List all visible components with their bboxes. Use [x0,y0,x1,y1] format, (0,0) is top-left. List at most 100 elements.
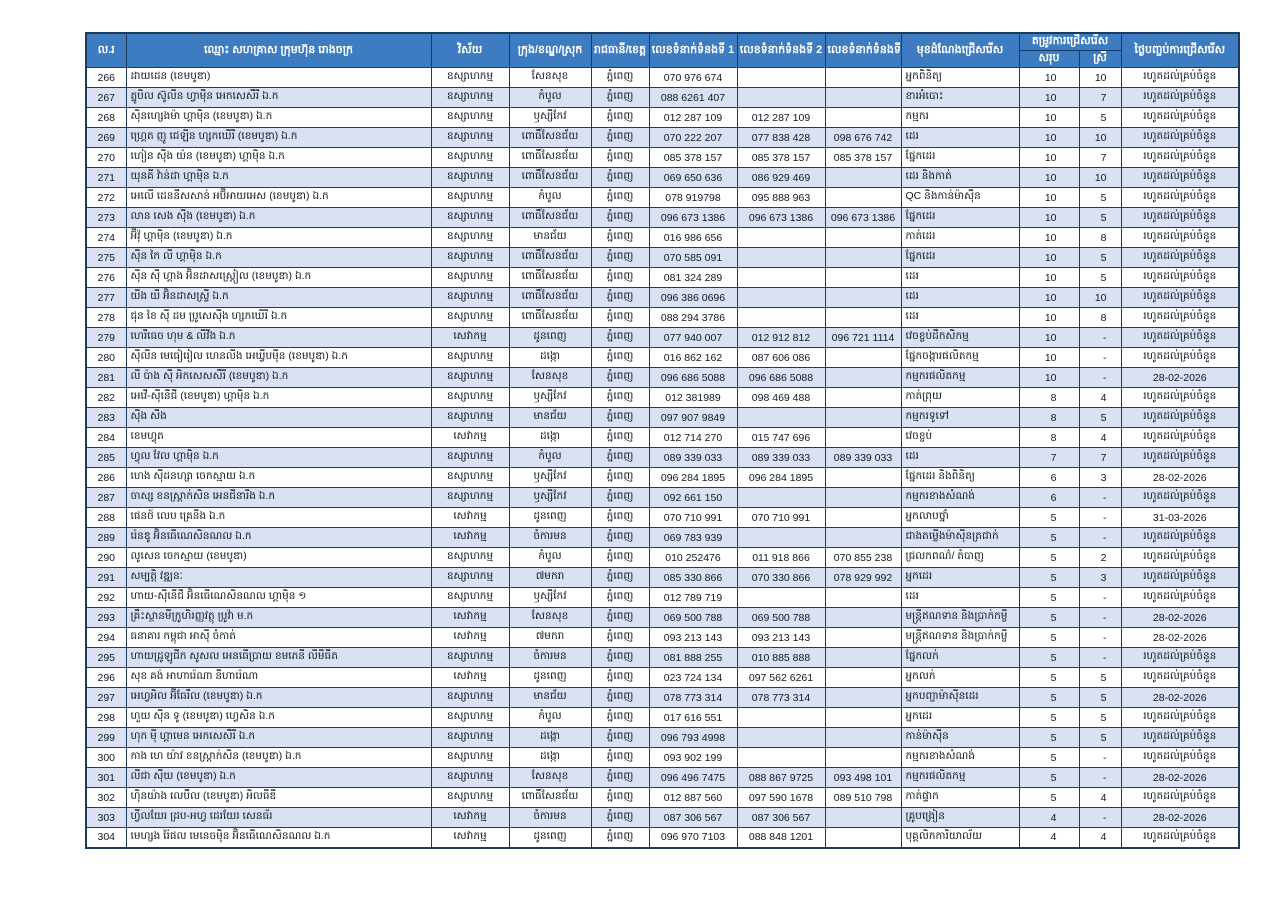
header-phone3: លេខទំនាក់ទំនងទី 3 [824,32,902,68]
cell-phone3 [824,607,902,628]
header-position: មុខដំណែងជ្រើសរើស [900,32,1020,68]
cell-end_date: រហូតដល់គ្រប់ចំនួន [1120,87,1240,108]
cell-district: សែនសុខ [508,367,592,388]
cell-position: ជាងតម្លើងម៉ាស៊ីនត្រជាក់ [900,527,1020,548]
cell-female: - [1078,327,1122,348]
cell-total: 10 [1018,247,1080,268]
cell-phone1: 093 213 143 [648,627,738,648]
cell-phone1: 096 496 7475 [648,767,738,788]
cell-position: ដេរ [900,447,1020,468]
table-row: 269 ហ្គ្រេត ញូ ជេឡីន ហ្សកឃើរី (ខេមបូឌា) ឯ… [85,127,1240,148]
cell-position: ផ្នែកដេរ និងពិនិត្យ [900,467,1020,488]
cell-phone1: 012 381989 [648,387,738,408]
cell-no: 274 [85,227,127,248]
cell-phone3 [824,287,902,308]
cell-phone3 [824,807,902,828]
cell-district: ដង្កោ [508,747,592,768]
cell-end_date: រហូតដល់គ្រប់ចំនួន [1120,387,1240,408]
cell-province: ភ្នំពេញ [590,387,650,408]
cell-female: 7 [1078,87,1122,108]
cell-total: 10 [1018,127,1080,148]
cell-female: 2 [1078,547,1122,568]
table-row: 283 ស៊ីង សីង ឧស្សាហកម្ម មានជ័យ ភ្នំពេញ 097 90… [85,407,1240,428]
cell-total: 4 [1018,807,1080,828]
cell-no: 285 [85,447,127,468]
table-row: 292 ហាយ-ស៊ីនើជី អ៊ិនធើណេសិនណល ហ្គាម៉ិន ១ឧ… [85,587,1240,608]
cell-province: ភ្នំពេញ [590,487,650,508]
cell-position: ផ្នែកដេរ [900,247,1020,268]
cell-phone3: 089 339 033 [824,447,902,468]
cell-position: បុគ្គលិកការិយាល័យ [900,827,1020,848]
cell-province: ភ្នំពេញ [590,187,650,208]
cell-province: ភ្នំពេញ [590,467,650,488]
cell-name: ហ្គ្រេត ញូ ជេឡីន ហ្សកឃើរី (ខេមបូឌា) ឯ.ក [125,127,432,148]
cell-sector: សេវាកម្ម [430,667,510,688]
cell-province: ភ្នំពេញ [590,807,650,828]
cell-sector: ឧស្សាហកម្ម [430,707,510,728]
cell-phone2 [736,227,826,248]
cell-sector: ឧស្សាហកម្ម [430,267,510,288]
cell-no: 280 [85,347,127,368]
table-row: 297 អេហ្វអិល អ៊ីធែរឹល (ខេមបូឌា) ឯ.ក ឧស្សាហ… [85,687,1240,708]
cell-position: អ្នកដេរ [900,567,1020,588]
cell-total: 5 [1018,767,1080,788]
header-need-group: តម្រូវការជ្រើសរើស [1018,32,1122,51]
cell-district: ពោធិ៍សែនជ័យ [508,127,592,148]
table-row: 285 ហ្វុល វែល ហ្គាម៉ិន ឯ.ក ឧស្សាហកម្ម កំបូល… [85,447,1240,468]
cell-sector: ឧស្សាហកម្ម [430,767,510,788]
cell-province: ភ្នំពេញ [590,447,650,468]
cell-total: 10 [1018,87,1080,108]
cell-female: - [1078,527,1122,548]
cell-phone2: 011 918 866 [736,547,826,568]
cell-sector: ឧស្សាហកម្ម [430,87,510,108]
cell-no: 278 [85,307,127,328]
cell-total: 5 [1018,627,1080,648]
cell-sector: ឧស្សាហកម្ម [430,107,510,128]
cell-province: ភ្នំពេញ [590,687,650,708]
cell-phone1: 016 986 656 [648,227,738,248]
cell-name: ហេង ស៊ីដនហ្សា ចេកស្មាយ ឯ.ក [125,467,432,488]
cell-total: 10 [1018,367,1080,388]
cell-end_date: រហូតដល់គ្រប់ចំនួន [1120,207,1240,228]
cell-sector: ឧស្សាហកម្ម [430,727,510,748]
cell-phone1: 081 888 255 [648,647,738,668]
cell-district: កំបូល [508,447,592,468]
cell-name: អ៊ីវ៉ុ ហ្គាម៉ិន (ខេមបូឌា) ឯ.ក [125,227,432,248]
cell-position: មន្ត្រីឥណទាន និងប្រាក់កម្ចី [900,607,1020,628]
cell-no: 293 [85,607,127,628]
cell-sector: សេវាកម្ម [430,507,510,528]
cell-province: ភ្នំពេញ [590,167,650,188]
cell-phone1: 093 902 199 [648,747,738,768]
cell-total: 10 [1018,287,1080,308]
cell-district: ចំការមន [508,527,592,548]
cell-phone1: 096 686 5088 [648,367,738,388]
table-row: 298 ហួយ ស៊ីន ទូ (ខេមបូឌា) ហ្វេសិន ឯ.ក ឧស្ស… [85,707,1240,728]
cell-total: 5 [1018,647,1080,668]
cell-phone3: 085 378 157 [824,147,902,168]
table-row: 304 មេហ្សង រ៉ៃផល មេនេចមុិន អ៊ិនធើណេសិនណល … [85,827,1240,848]
cell-no: 292 [85,587,127,608]
cell-total: 10 [1018,327,1080,348]
cell-no: 269 [85,127,127,148]
cell-female: - [1078,747,1122,768]
cell-end_date: រហូតដល់គ្រប់ចំនួន [1120,147,1240,168]
cell-total: 5 [1018,667,1080,688]
cell-phone2 [736,587,826,608]
table-row: 303 ហ្វីលយែរ ដ្រប-អហ្វ ដេរយែរ សេនធ័រ សេវាក… [85,807,1240,828]
cell-end_date: រហូតដល់គ្រប់ចំនួន [1120,567,1240,588]
cell-total: 10 [1018,207,1080,228]
cell-position: ផ្នែកដេរ [900,207,1020,228]
cell-phone2 [736,67,826,88]
cell-province: ភ្នំពេញ [590,367,650,388]
cell-no: 270 [85,147,127,168]
cell-phone1: 070 585 091 [648,247,738,268]
cell-name: លូសេន ចេកស្មាយ (ខេមបូឌា) [125,547,432,568]
table-row: 271 យុនគី វ៉ាន់ដា ហ្គាម៉ិន ឯ.ក ឧស្សាហកម្មព… [85,167,1240,188]
cell-phone1: 089 339 033 [648,447,738,468]
cell-name: យុនគី វ៉ាន់ដា ហ្គាម៉ិន ឯ.ក [125,167,432,188]
cell-end_date: រហូតដល់គ្រប់ចំនួន [1120,167,1240,188]
cell-total: 6 [1018,487,1080,508]
cell-name: ហៀន ស៊ីង យ៉ន (ខេមបូឌា) ហ្គាម៉ិន ឯ.ក [125,147,432,168]
cell-female: 5 [1078,727,1122,748]
cell-no: 272 [85,187,127,208]
